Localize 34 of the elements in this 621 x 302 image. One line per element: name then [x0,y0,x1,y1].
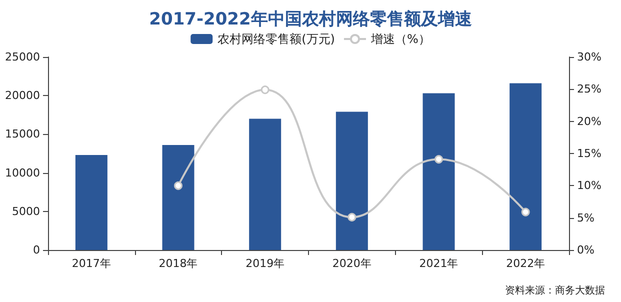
chart-title: 2017-2022年中国农村网络零售额及增速 [149,10,472,30]
y2-tick-label: 25% [577,82,602,96]
y2-tick-label: 20% [577,114,602,128]
y2-tick-label: 5% [577,211,594,224]
y2-tick-label: 10% [577,179,602,192]
point [521,208,530,216]
point [348,212,356,222]
legend-label: 农村网络零售额(万元) [218,32,335,46]
legend-label: 增速（%） [370,32,430,46]
point [174,181,182,190]
x-tick-label: 2022年 [506,257,546,270]
text: 资料来源：商务大数据 [505,284,605,296]
bar [510,83,542,250]
y-tick-label: 15000 [5,128,40,141]
point [260,86,270,94]
x-tick-label: 2018年 [158,257,198,270]
bar [162,145,194,250]
bar [75,155,108,250]
x-tick-label: 2020年 [332,257,372,270]
y-tick-label: 25000 [5,50,40,64]
y2-tick-label: 30% [577,50,602,64]
y2-tick-label: 15% [577,147,602,160]
y-tick-label: 10000 [5,166,40,180]
y-tick-label: 20000 [5,89,40,102]
x-tick-label: 2017年 [72,257,111,270]
x-tick-label: 2021年 [419,257,458,270]
y2-tick-label: 0% [577,244,594,256]
y-tick-label: 5000 [12,204,40,218]
point [434,155,443,164]
y-tick-label: 0 [33,244,40,256]
bar [422,93,455,250]
bar [336,112,368,250]
x-tick-label: 2019年 [246,257,285,270]
bar [249,118,282,250]
